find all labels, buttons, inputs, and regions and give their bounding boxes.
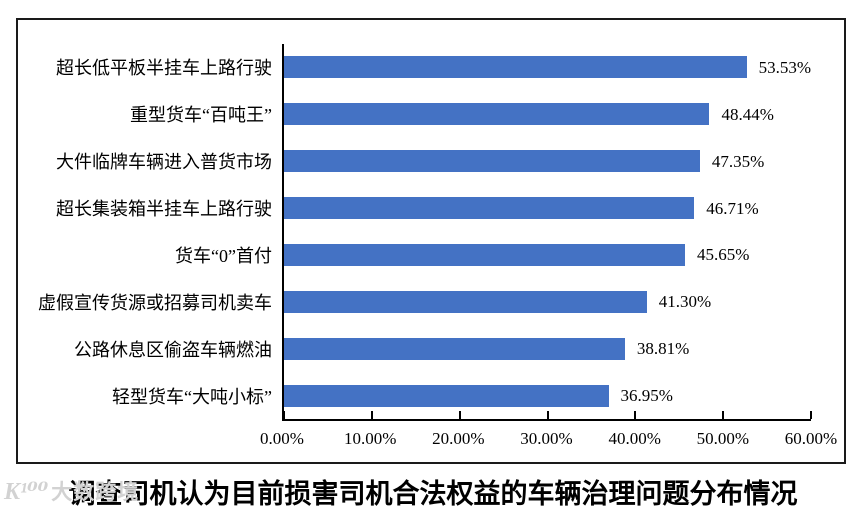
bar-value-label: 38.81% xyxy=(636,339,690,359)
bar xyxy=(284,290,647,313)
watermark: K¹⁰⁰ 大数跨境 xyxy=(4,480,139,504)
y-axis-category-label: 大件临牌车辆进入普货市场 xyxy=(56,152,272,173)
y-axis-category-label: 轻型货车“大吨小标” xyxy=(112,386,272,407)
bar-row: 47.35% xyxy=(284,138,811,185)
x-axis-tick-label: 20.00% xyxy=(432,429,485,448)
bar-value-label: 41.30% xyxy=(658,292,712,312)
bar-value-label: 53.53% xyxy=(758,57,811,77)
bar-value-label: 36.95% xyxy=(620,386,673,406)
bar-row: 41.30% xyxy=(284,278,811,325)
bar-row: 46.71% xyxy=(284,185,811,232)
bar xyxy=(284,56,747,79)
watermark-brand-text: 大数跨境 xyxy=(51,479,140,504)
bar-value-label: 47.35% xyxy=(711,151,765,171)
x-axis-tick-mark xyxy=(370,411,373,419)
x-axis-tick-label: 0.00% xyxy=(260,429,304,448)
bar xyxy=(284,337,625,360)
x-axis-tick-label: 60.00% xyxy=(784,429,838,448)
bar-row: 36.95% xyxy=(284,372,811,419)
y-axis-category-label: 虚假宣传货源或招募司机卖车 xyxy=(38,292,272,313)
x-axis-tick-mark xyxy=(458,411,461,419)
x-axis-tick-label: 50.00% xyxy=(696,429,750,448)
bar xyxy=(284,384,609,407)
x-axis-tick-mark xyxy=(810,411,812,419)
x-axis-tick-label: 30.00% xyxy=(520,429,573,448)
bar-value-label: 46.71% xyxy=(706,198,759,218)
chart-title: 调查司机认为目前损害司机合法权益的车辆治理问题分布情况 xyxy=(68,479,798,509)
bar-row: 38.81% xyxy=(284,325,811,372)
x-axis-tick-label: 40.00% xyxy=(608,429,661,448)
x-axis-tick-mark xyxy=(634,411,637,419)
watermark-logo-icon: K¹⁰⁰ xyxy=(4,479,49,505)
x-axis-tick-mark xyxy=(283,411,285,419)
x-axis-tick-labels: 0.00% 10.00% 20.00% 30.00% 40.00% 50.00% 60.00… xyxy=(260,429,837,451)
chart-frame: 超长低平板半挂车上路行驶重型货车“百吨王” 大件临牌车辆进入普货市场 超长集装箱半挂… xyxy=(16,18,846,464)
bar xyxy=(284,103,710,126)
bar-value-label: 48.44% xyxy=(721,104,774,124)
bar xyxy=(284,243,685,266)
bar-row: 48.44% xyxy=(284,91,811,138)
bar xyxy=(284,197,695,220)
y-axis-category-label: 公路休息区偷盗车辆燃油 xyxy=(74,339,272,360)
bar-value-label: 45.65% xyxy=(696,245,750,265)
bar-row: 45.65% xyxy=(284,232,811,279)
x-axis-tick-mark xyxy=(546,411,549,419)
y-axis-category-label: 超长集装箱半挂车上路行驶 xyxy=(56,199,272,220)
y-axis-category-label: 货车“0”首付 xyxy=(175,245,272,266)
x-axis-tick-label: 10.00% xyxy=(343,429,397,448)
bar-row: 53.53% xyxy=(284,44,811,91)
x-axis-tick-mark xyxy=(722,411,725,419)
y-axis-labels: 超长低平板半挂车上路行驶重型货车“百吨王” 大件临牌车辆进入普货市场 超长集装箱半挂… xyxy=(18,44,272,419)
bar-rows: 53.53% 48.44% 47.35% 46.71% 45.65% 41.30% 38.8… xyxy=(284,44,811,419)
y-axis-category-label: 超长低平板半挂车上路行驶 xyxy=(56,58,272,79)
bar xyxy=(284,150,700,173)
y-axis-category-label: 重型货车“百吨王” xyxy=(130,105,272,126)
plot-area: 53.53% 48.44% 47.35% 46.71% 45.65% 41.30% 38.8… xyxy=(282,44,812,421)
